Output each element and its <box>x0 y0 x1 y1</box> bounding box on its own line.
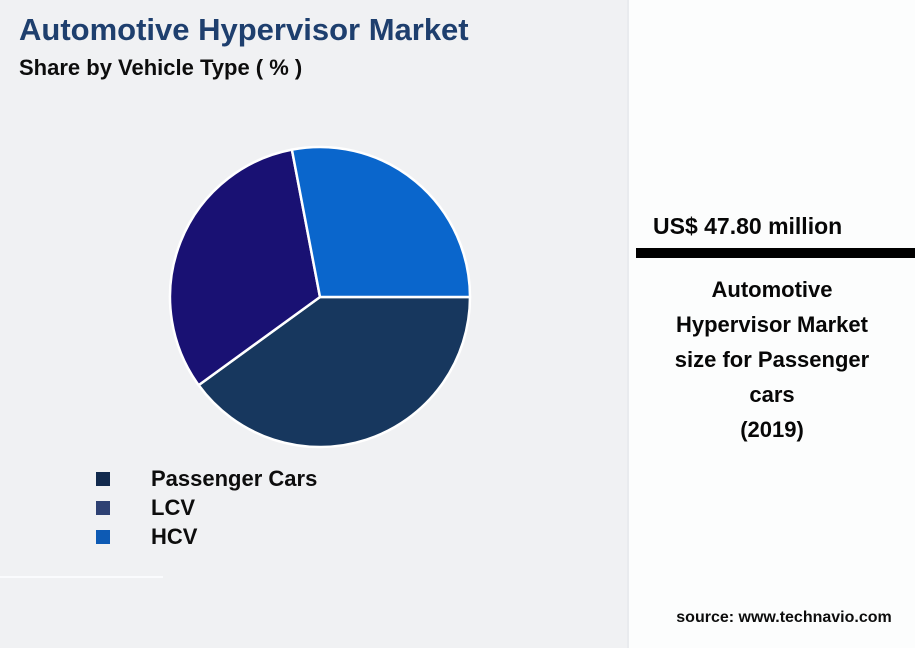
legend-item: LCV <box>96 493 317 522</box>
divider-bar <box>636 248 915 258</box>
legend-swatch <box>96 500 110 515</box>
legend-label: HCV <box>151 523 198 549</box>
source-text: source: www.technavio.com <box>676 609 892 626</box>
pie-slice-lcv <box>168 148 322 387</box>
pie-slice-passenger-cars <box>197 295 472 449</box>
chart-subtitle: Share by Vehicle Type ( % ) <box>19 55 303 80</box>
legend-label: Passenger Cars <box>151 465 318 491</box>
legend-item: Passenger Cars <box>96 464 317 493</box>
pie-slice-hcv <box>290 145 472 299</box>
panel-description: Automotive Hypervisor Market size for Pa… <box>674 277 870 442</box>
legend-item: HCV <box>96 522 317 551</box>
legend-swatch <box>96 471 110 486</box>
pie-chart <box>168 145 472 449</box>
market-size-value: US$ 47.80 million <box>653 213 843 239</box>
chart-bottom-divider <box>0 576 163 578</box>
legend-label: LCV <box>151 494 195 520</box>
chart-title: Automotive Hypervisor Market <box>19 12 469 47</box>
side-panel: US$ 47.80 million Automotive Hypervisor … <box>627 0 915 648</box>
legend: Passenger Cars LCV HCV <box>96 464 317 551</box>
legend-swatch <box>96 529 110 544</box>
